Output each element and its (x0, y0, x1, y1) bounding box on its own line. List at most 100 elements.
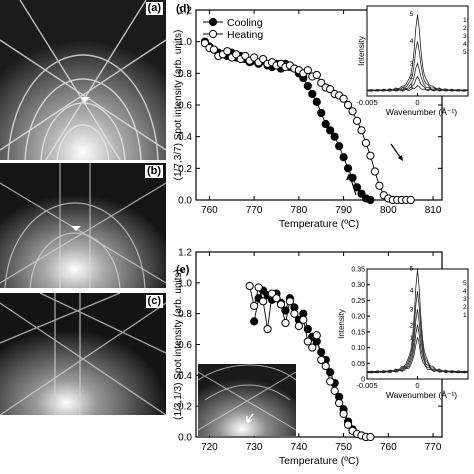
data-point-heating (303, 66, 312, 75)
data-point-heating (339, 409, 348, 418)
y-tick-label: 1.0 (178, 37, 192, 48)
inset-y-tick-label: 0 (361, 377, 365, 384)
inset-y-tick-label: 0.20 (351, 314, 365, 321)
data-point-heating (258, 297, 268, 306)
inset-x-tick-label: 0 (415, 98, 419, 107)
legend-marker (208, 29, 218, 39)
data-point-heating (343, 420, 353, 429)
data-point-heating (352, 116, 362, 125)
data-point-heating (209, 45, 218, 54)
data-point-heating (335, 398, 344, 408)
data-point-heating (370, 167, 380, 176)
inset-y-axis-label: Intensity (337, 309, 346, 339)
data-point-cooling (312, 97, 321, 106)
x-tick-label: 810 (425, 205, 442, 216)
legend-label: Heating (227, 29, 263, 41)
x-tick-label: 730 (246, 442, 263, 453)
data-point-heating (250, 301, 259, 311)
y-tick-label: 0.8 (178, 309, 192, 320)
data-point-heating (326, 377, 335, 386)
inset-peak-label: 3 (410, 61, 414, 68)
data-point-heating (357, 126, 366, 135)
rheed-inset-streaks (197, 364, 297, 431)
data-point-cooling (335, 142, 344, 151)
y-tick-label: 0.6 (178, 101, 192, 112)
x-tick-label: 770 (425, 442, 442, 453)
rheed-pattern-b (0, 163, 166, 288)
y-tick-label: 1.2 (178, 248, 192, 259)
x-tick-label: 760 (380, 442, 397, 453)
y-axis-label: (1/3,1/3) Spot intensity (arb. units) (173, 269, 184, 420)
x-axis-label: Temperature (ºC) (279, 218, 359, 230)
inset-legend-label: 5 (463, 280, 467, 287)
chart-panel-d: (d) 760 770 780 790 800 810 0.0 0.2 0.4 0.6 0.8 1.0 1… (173, 3, 469, 230)
data-point-heating (366, 432, 375, 442)
inset-y-tick-label: 0.05 (351, 361, 365, 368)
data-point-cooling (326, 126, 335, 135)
legend-marker (208, 17, 218, 27)
data-point-cooling (366, 195, 375, 205)
inset-frame (366, 5, 469, 97)
inset-peak-label: 4 (410, 38, 414, 45)
inset-x-axis-label: Wavenumber (Å⁻¹) (386, 107, 457, 117)
data-point-cooling (250, 317, 259, 326)
rheed-image-c: (c) (0, 293, 166, 415)
data-point-heating (254, 283, 263, 292)
panel-label-a: (a) (145, 2, 163, 15)
inset-frame (366, 268, 469, 380)
data-point-heating (294, 321, 303, 331)
cooling-arrow-shaft (349, 175, 357, 196)
data-point-heating (308, 343, 317, 352)
x-tick-label: 780 (291, 205, 308, 216)
x-tick-label: 720 (201, 442, 218, 453)
x-tick-label: 790 (335, 205, 352, 216)
cooling-arrow-head (346, 173, 352, 180)
inset-legend-label: 2 (463, 304, 467, 311)
x-tick-label: 760 (201, 205, 218, 216)
inset-curve-3 (366, 62, 469, 92)
inset-peak-label: 1 (410, 335, 414, 342)
inset-legend-label: 1 (463, 312, 467, 319)
y-tick-label: 1.0 (178, 278, 192, 289)
data-point-heating (299, 315, 308, 324)
data-point-heating (339, 94, 348, 103)
x-tick-label: 770 (246, 205, 263, 216)
y-tick-label: 0.6 (178, 340, 192, 351)
data-point-heating (290, 309, 299, 318)
inset-peak-label: 4 (410, 288, 414, 295)
y-tick-label: 0.8 (178, 69, 192, 80)
inset-x-tick-label: -0.005 (356, 98, 377, 107)
data-point-heating (361, 138, 371, 148)
inset-peak-label: 5 (410, 11, 414, 18)
inset-legend-label: 1: (463, 17, 469, 24)
y-tick-label: 0.0 (178, 433, 192, 444)
inset-legend-label: 4 (463, 288, 467, 295)
inset-peak-label: 3 (410, 307, 414, 314)
inset-curve-5 (366, 269, 469, 374)
data-point-heating (245, 281, 254, 291)
inset-legend-label: 3 (463, 296, 467, 303)
data-point-heating (321, 361, 330, 371)
y-tick-label: 0.4 (178, 371, 192, 382)
inset-y-tick-label: 0.15 (351, 329, 365, 336)
marker-arrow-a (80, 97, 90, 103)
data-point-heating (263, 324, 272, 334)
data-point-heating (281, 318, 290, 328)
data-point-cooling (317, 348, 326, 357)
panel-label-c: (c) (145, 295, 163, 308)
inset-y-tick-label: 0.10 (351, 345, 365, 352)
x-axis-label: Temperature (ºC) (279, 455, 359, 467)
chart-panel-e: (e) 720 730 740 750 760 770 0.0 0.2 0.4 0.6 0.8 1.0 1… (173, 248, 469, 467)
data-point-cooling (303, 81, 312, 91)
data-point-heating (406, 195, 415, 205)
inset-legend-label: 4: (463, 41, 469, 48)
marker-arrow-b (71, 226, 81, 231)
inset-legend-label: 5: (463, 49, 469, 56)
rheed-pattern-a (0, 0, 166, 160)
data-point-heating (303, 337, 312, 346)
inset-y-axis-label: Intensity (357, 36, 366, 66)
data-point-heating (276, 300, 286, 309)
inset-legend-label: 2: (463, 25, 469, 32)
